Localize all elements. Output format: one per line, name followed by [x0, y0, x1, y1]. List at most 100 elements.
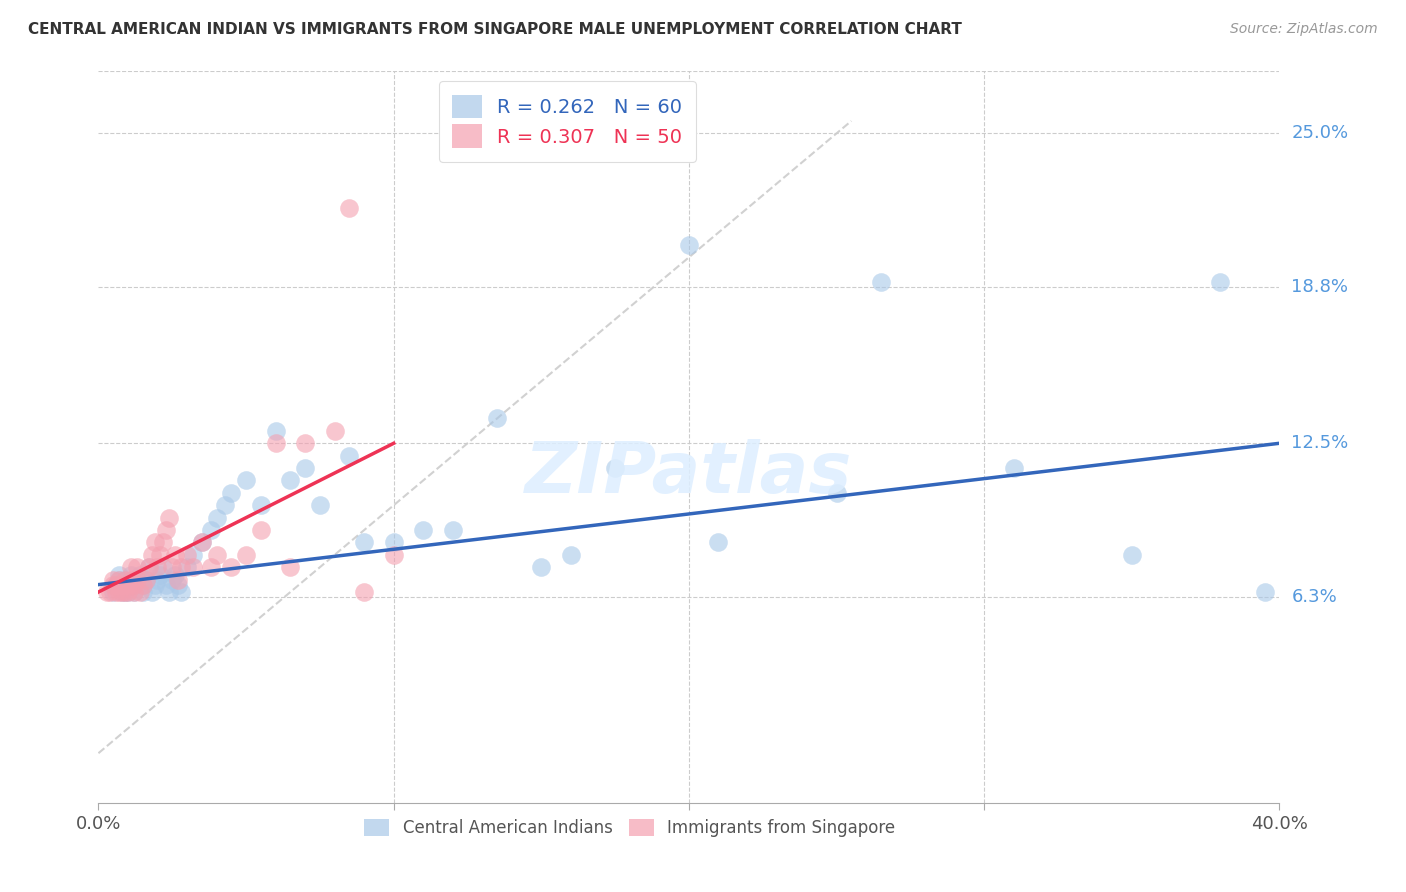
Point	[605, 461, 627, 475]
Text: 25.0%: 25.0%	[1291, 124, 1348, 143]
Point	[120, 573, 142, 587]
Point	[170, 585, 193, 599]
Point	[214, 498, 236, 512]
Point	[825, 486, 848, 500]
Point	[138, 560, 160, 574]
Point	[103, 573, 125, 587]
Point	[125, 573, 148, 587]
Point	[122, 585, 145, 599]
Point	[111, 585, 134, 599]
Point	[191, 535, 214, 549]
Point	[170, 560, 193, 574]
Point	[117, 585, 139, 599]
Point	[108, 573, 131, 587]
Point	[138, 560, 160, 574]
Point	[165, 548, 187, 562]
Point	[181, 548, 204, 562]
Point	[235, 548, 257, 562]
Point	[146, 560, 169, 574]
Point	[135, 573, 157, 587]
Point	[167, 577, 190, 591]
Point	[122, 577, 145, 591]
Point	[103, 577, 125, 591]
Point	[678, 238, 700, 252]
Point	[125, 573, 148, 587]
Point	[108, 585, 131, 599]
Point	[200, 523, 222, 537]
Point	[111, 577, 134, 591]
Point	[560, 548, 582, 562]
Point	[120, 567, 142, 582]
Point	[221, 486, 243, 500]
Point	[122, 577, 145, 591]
Point	[157, 585, 180, 599]
Point	[176, 560, 198, 574]
Point	[157, 510, 180, 524]
Point	[108, 573, 131, 587]
Point	[152, 535, 174, 549]
Point	[205, 548, 228, 562]
Point	[280, 560, 302, 574]
Point	[141, 548, 163, 562]
Point	[96, 585, 118, 599]
Point	[143, 577, 166, 591]
Point	[117, 577, 139, 591]
Text: 12.5%: 12.5%	[1291, 434, 1348, 452]
Point	[382, 548, 405, 562]
Point	[105, 585, 128, 599]
Point	[143, 535, 166, 549]
Point	[1121, 548, 1143, 562]
Legend: Central American Indians, Immigrants from Singapore: Central American Indians, Immigrants fro…	[356, 811, 904, 846]
Point	[353, 585, 375, 599]
Point	[264, 424, 287, 438]
Point	[530, 560, 553, 574]
Point	[132, 577, 155, 591]
Point	[323, 424, 346, 438]
Point	[128, 567, 150, 582]
Point	[155, 523, 177, 537]
Point	[870, 275, 893, 289]
Point	[132, 585, 155, 599]
Point	[1002, 461, 1025, 475]
Point	[122, 585, 145, 599]
Point	[167, 573, 190, 587]
Point	[114, 573, 136, 587]
Point	[128, 585, 150, 599]
Point	[162, 573, 183, 587]
Point	[108, 567, 131, 582]
Point	[1209, 275, 1232, 289]
Point	[162, 560, 183, 574]
Point	[339, 201, 361, 215]
Point	[114, 585, 136, 599]
Point	[200, 560, 222, 574]
Point	[149, 548, 172, 562]
Point	[264, 436, 287, 450]
Point	[98, 585, 121, 599]
Point	[165, 567, 187, 582]
Point	[176, 548, 198, 562]
Point	[149, 567, 172, 582]
Point	[103, 585, 125, 599]
Point	[135, 573, 157, 587]
Text: 6.3%: 6.3%	[1291, 588, 1337, 606]
Text: CENTRAL AMERICAN INDIAN VS IMMIGRANTS FROM SINGAPORE MALE UNEMPLOYMENT CORRELATI: CENTRAL AMERICAN INDIAN VS IMMIGRANTS FR…	[28, 22, 962, 37]
Point	[105, 577, 128, 591]
Point	[250, 498, 273, 512]
Point	[294, 461, 316, 475]
Point	[120, 560, 142, 574]
Point	[250, 523, 273, 537]
Point	[117, 577, 139, 591]
Point	[146, 573, 169, 587]
Point	[707, 535, 730, 549]
Point	[191, 535, 214, 549]
Point	[382, 535, 405, 549]
Point	[114, 585, 136, 599]
Point	[125, 560, 148, 574]
Point	[221, 560, 243, 574]
Point	[353, 535, 375, 549]
Point	[280, 474, 302, 488]
Point	[132, 577, 155, 591]
Point	[309, 498, 332, 512]
Point	[181, 560, 204, 574]
Point	[105, 577, 128, 591]
